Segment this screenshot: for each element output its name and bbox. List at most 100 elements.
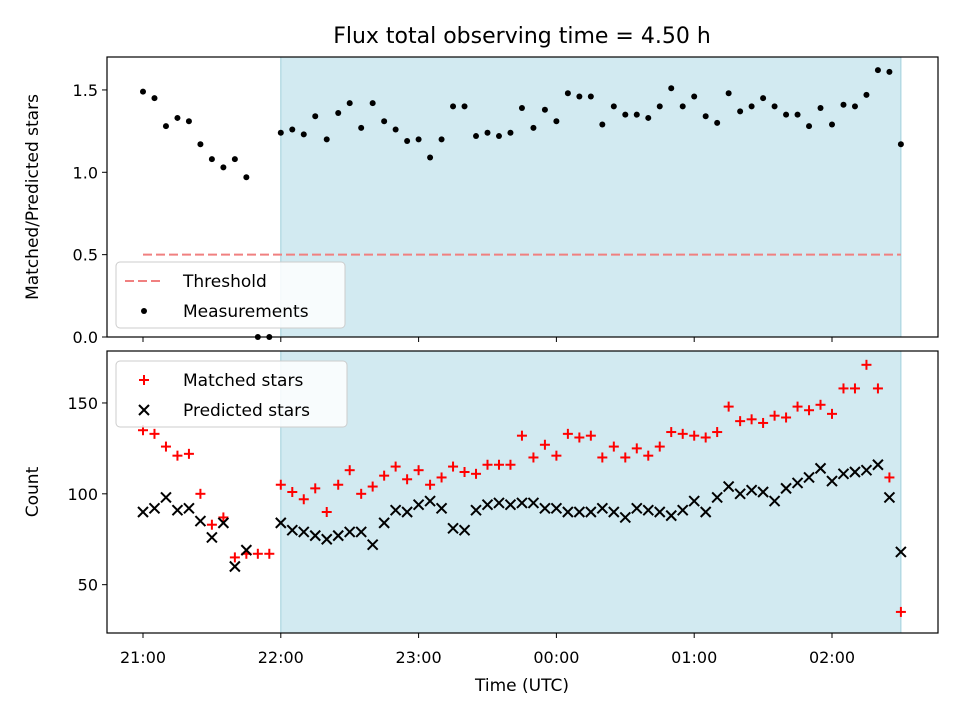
- legend: Matched stars Predicted stars: [115, 360, 348, 428]
- x-marker-b: [814, 462, 827, 475]
- data-point: [183, 448, 194, 459]
- y-tick-label: 150: [67, 394, 98, 413]
- x-marker-b: [539, 502, 551, 515]
- data-point: [550, 502, 563, 515]
- x-marker-b: [826, 475, 838, 487]
- x-marker-b: [206, 531, 218, 544]
- data-point: [473, 133, 480, 140]
- data-point: [886, 68, 893, 75]
- data-point: [849, 466, 861, 478]
- observing-window-span: [280, 350, 902, 634]
- x-tick-label: 23:00: [396, 648, 442, 667]
- data-point: [197, 141, 204, 148]
- data-point: [677, 504, 689, 516]
- data-point: [447, 522, 459, 535]
- data-point: [585, 506, 597, 518]
- data-point: [309, 529, 321, 542]
- data-point: [404, 138, 411, 144]
- legend-item: Measurements: [141, 302, 309, 322]
- data-point: [735, 416, 746, 427]
- legend-label: Measurements: [183, 302, 309, 322]
- data-point: [402, 474, 413, 485]
- data-point: [484, 129, 491, 136]
- data-point: [356, 488, 367, 499]
- data-point: [654, 441, 665, 452]
- x-marker-b: [148, 502, 161, 515]
- data-point: [679, 103, 686, 110]
- legend-dot-swatch: [141, 308, 147, 314]
- x-marker-b: [217, 517, 230, 529]
- data-point: [413, 465, 424, 476]
- axes-frame: [106, 56, 939, 338]
- data-point: [654, 506, 666, 518]
- data-point: [381, 118, 388, 125]
- data-point: [162, 123, 169, 130]
- x-marker-b: [550, 502, 563, 515]
- legend-box: [115, 360, 348, 428]
- data-point: [218, 512, 229, 523]
- data-point: [504, 499, 517, 511]
- data-point: [392, 126, 399, 133]
- data-point: [562, 428, 573, 439]
- data-point: [481, 499, 494, 511]
- data-point: [333, 479, 344, 490]
- data-point: [346, 100, 353, 107]
- x-marker-b: [194, 515, 207, 527]
- x-marker-b: [596, 502, 609, 515]
- data-point: [366, 538, 379, 551]
- data-point: [619, 511, 632, 524]
- data-point: [183, 502, 195, 515]
- data-point: [436, 472, 447, 483]
- data-point: [631, 443, 642, 454]
- data-point: [539, 502, 551, 515]
- x-marker-b: [137, 506, 149, 518]
- data-point: [633, 111, 640, 118]
- data-point: [229, 560, 241, 573]
- data-point: [837, 468, 850, 480]
- data-point: [507, 129, 514, 136]
- data-point: [553, 118, 560, 125]
- legend-x-swatch: [138, 404, 150, 416]
- x-marker-b: [481, 499, 494, 511]
- data-point: [390, 461, 401, 472]
- data-point: [495, 133, 502, 140]
- data-point: [459, 467, 470, 478]
- data-point: [458, 524, 471, 536]
- data-point: [564, 90, 571, 97]
- data-point: [714, 119, 721, 126]
- data-point: [527, 497, 540, 509]
- data-point: [171, 504, 184, 516]
- data-point: [149, 428, 160, 439]
- data-point: [415, 136, 422, 143]
- data-point: [332, 529, 344, 542]
- data-point: [298, 526, 310, 538]
- x-marker-b: [458, 524, 471, 536]
- data-point: [355, 526, 367, 538]
- data-point: [863, 91, 870, 98]
- data-point: [668, 85, 675, 92]
- x-marker-b: [401, 506, 413, 518]
- y-axis-label: Count: [23, 466, 43, 517]
- data-point: [711, 491, 723, 504]
- x-marker-b: [389, 504, 402, 516]
- data-point: [689, 430, 700, 441]
- legend: Threshold Measurements: [115, 261, 346, 329]
- y-tick-label: 1.5: [73, 81, 98, 100]
- data-point: [608, 506, 620, 518]
- data-point: [482, 459, 493, 470]
- data-point: [286, 524, 298, 536]
- x-marker-b: [160, 491, 172, 504]
- legend-item: Predicted stars: [138, 401, 310, 421]
- x-marker-b: [275, 517, 287, 529]
- data-point: [815, 399, 826, 410]
- data-point: [343, 526, 356, 538]
- x-marker-b: [619, 511, 632, 524]
- x-marker-b: [298, 526, 310, 538]
- data-point: [780, 482, 792, 495]
- data-point: [645, 114, 652, 121]
- y-tick-label: 100: [67, 485, 98, 504]
- data-point: [275, 479, 286, 490]
- data-point: [425, 479, 436, 490]
- data-point: [829, 121, 835, 128]
